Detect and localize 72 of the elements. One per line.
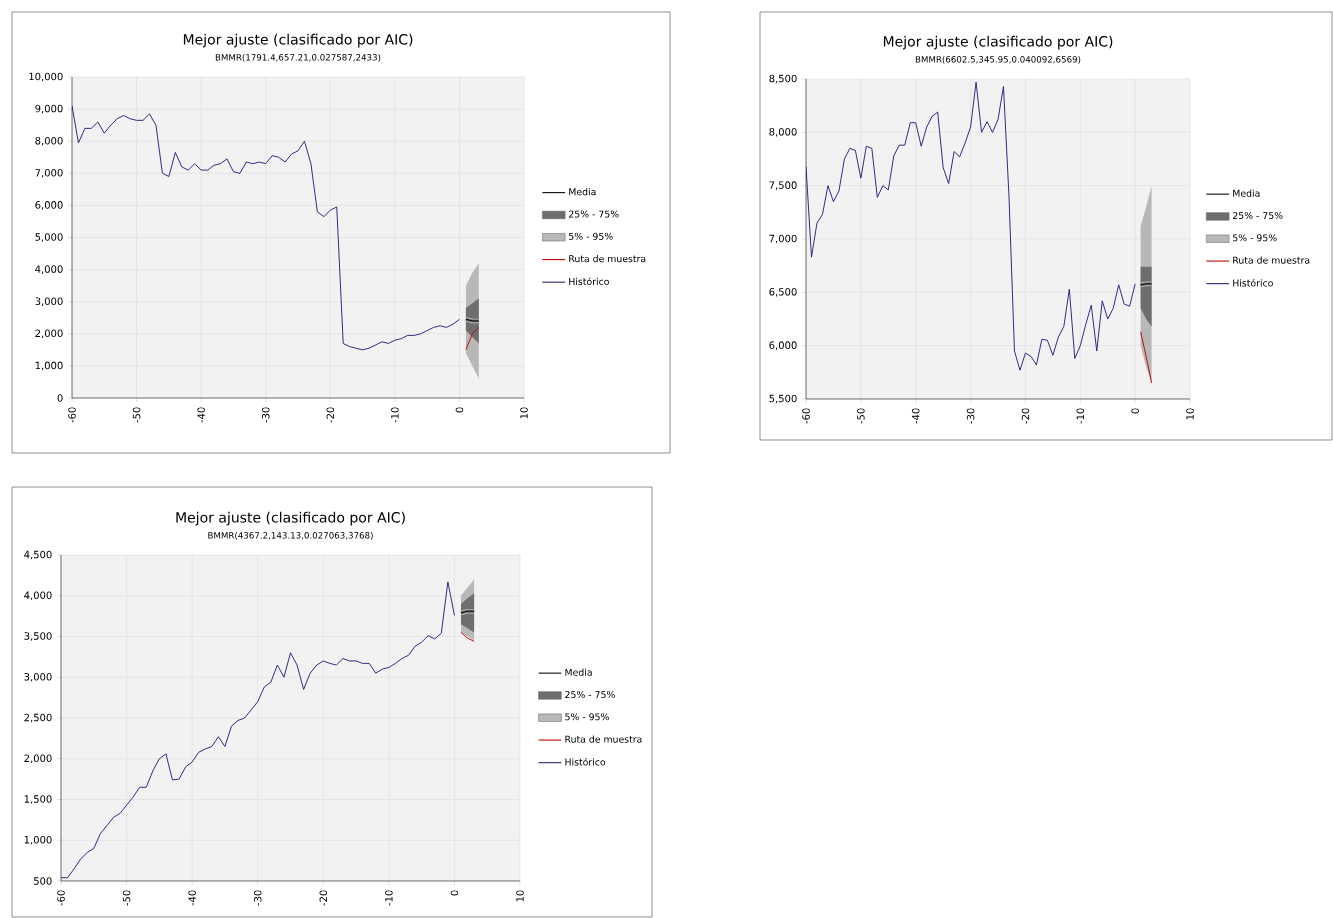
x-tick-label: -50 [132, 407, 141, 423]
x-tick-label: -60 [802, 408, 810, 424]
y-tick-label: 5,500 [769, 394, 797, 404]
x-tick-label: -50 [857, 408, 865, 424]
x-tick-label: -30 [261, 407, 270, 423]
legend-label: Media [1233, 189, 1260, 197]
y-tick-label: 5,000 [35, 233, 63, 242]
y-tick-label: 7,500 [769, 181, 797, 190]
legend-label: Ruta de muestra [565, 735, 642, 743]
legend-label: Histórico [565, 757, 606, 766]
chart-subtitle: BMMR(1791.4,657.21,0.027587,2433) [215, 53, 381, 62]
y-tick-label: 3,000 [24, 672, 52, 682]
legend-label: 25% - 75% [565, 691, 615, 699]
y-tick-label: 8,500 [769, 74, 797, 84]
legend-label: 5% - 95% [1233, 234, 1277, 242]
y-tick-label: 8,000 [35, 136, 63, 146]
x-tick-label: -20 [319, 890, 328, 906]
legend-label: 25% - 75% [569, 210, 619, 218]
y-tick-label: 8,000 [769, 128, 797, 137]
y-tick-label: 6,500 [769, 288, 797, 297]
legend-label: Histórico [1233, 278, 1273, 287]
x-tick-label: 10 [520, 407, 528, 419]
x-tick-label: 0 [1131, 408, 1139, 414]
y-tick-label: 4,500 [24, 550, 52, 560]
legend-label: Histórico [569, 277, 609, 286]
y-tick-label: 4,000 [35, 265, 63, 274]
y-tick-label: 1,000 [24, 835, 52, 845]
x-tick-label: -20 [1021, 408, 1030, 424]
legend-label: Ruta de muestra [1233, 256, 1310, 264]
x-tick-label: -40 [197, 407, 205, 423]
y-tick-label: 3,000 [35, 297, 63, 306]
y-tick-label: 6,000 [35, 201, 63, 210]
y-tick-label: 6,000 [769, 341, 797, 350]
y-tick-label: 1,500 [24, 795, 52, 804]
x-tick-label: -40 [911, 408, 920, 424]
x-tick-label: 10 [1186, 408, 1194, 420]
legend-label: 25% - 75% [1232, 212, 1283, 220]
y-tick-label: 10,000 [29, 72, 63, 82]
y-tick-label: 3,500 [24, 632, 52, 641]
x-tick-label: -60 [57, 890, 65, 906]
y-tick-label: 2,500 [24, 713, 52, 723]
legend-label: Media [569, 188, 596, 196]
legend-label: 5% - 95% [569, 232, 613, 240]
chart-subtitle: BMMR(6602.5,345.95,0.040092,6569) [915, 55, 1081, 64]
y-tick-label: 0 [57, 394, 63, 402]
x-tick-label: 10 [516, 890, 524, 902]
chart-title: Mejor ajuste (clasificado por AIC) [176, 511, 405, 526]
chart-subtitle: BMMR(4367.2,143.13,0.027063,3768) [208, 531, 373, 540]
chart-title: Mejor ajuste (clasificado por AIC) [183, 33, 413, 48]
legend-label: Ruta de muestra [569, 255, 646, 263]
x-tick-label: -10 [1076, 408, 1085, 424]
legend-label: 5% - 95% [565, 713, 609, 721]
y-tick-label: 500 [33, 877, 52, 885]
x-tick-label: -60 [68, 407, 76, 423]
y-tick-label: 1,000 [35, 361, 63, 371]
y-tick-label: 2,000 [24, 754, 52, 764]
x-tick-label: 0 [455, 407, 464, 413]
y-tick-label: 7,000 [35, 169, 63, 178]
y-tick-label: 9,000 [35, 104, 63, 114]
x-tick-label: -40 [188, 890, 196, 906]
chart-title: Mejor ajuste (clasificado por AIC) [883, 35, 1113, 50]
y-tick-label: 4,000 [24, 591, 52, 601]
x-tick-label: -50 [122, 890, 131, 906]
x-tick-label: 0 [450, 890, 459, 896]
x-tick-label: -30 [253, 890, 262, 906]
y-tick-label: 7,000 [769, 234, 797, 244]
x-tick-label: -20 [326, 407, 335, 423]
x-tick-label: -30 [966, 408, 975, 424]
x-tick-label: -10 [391, 407, 399, 423]
legend-label: Media [565, 668, 592, 676]
x-tick-label: -10 [385, 890, 393, 906]
y-tick-label: 2,000 [35, 329, 63, 339]
